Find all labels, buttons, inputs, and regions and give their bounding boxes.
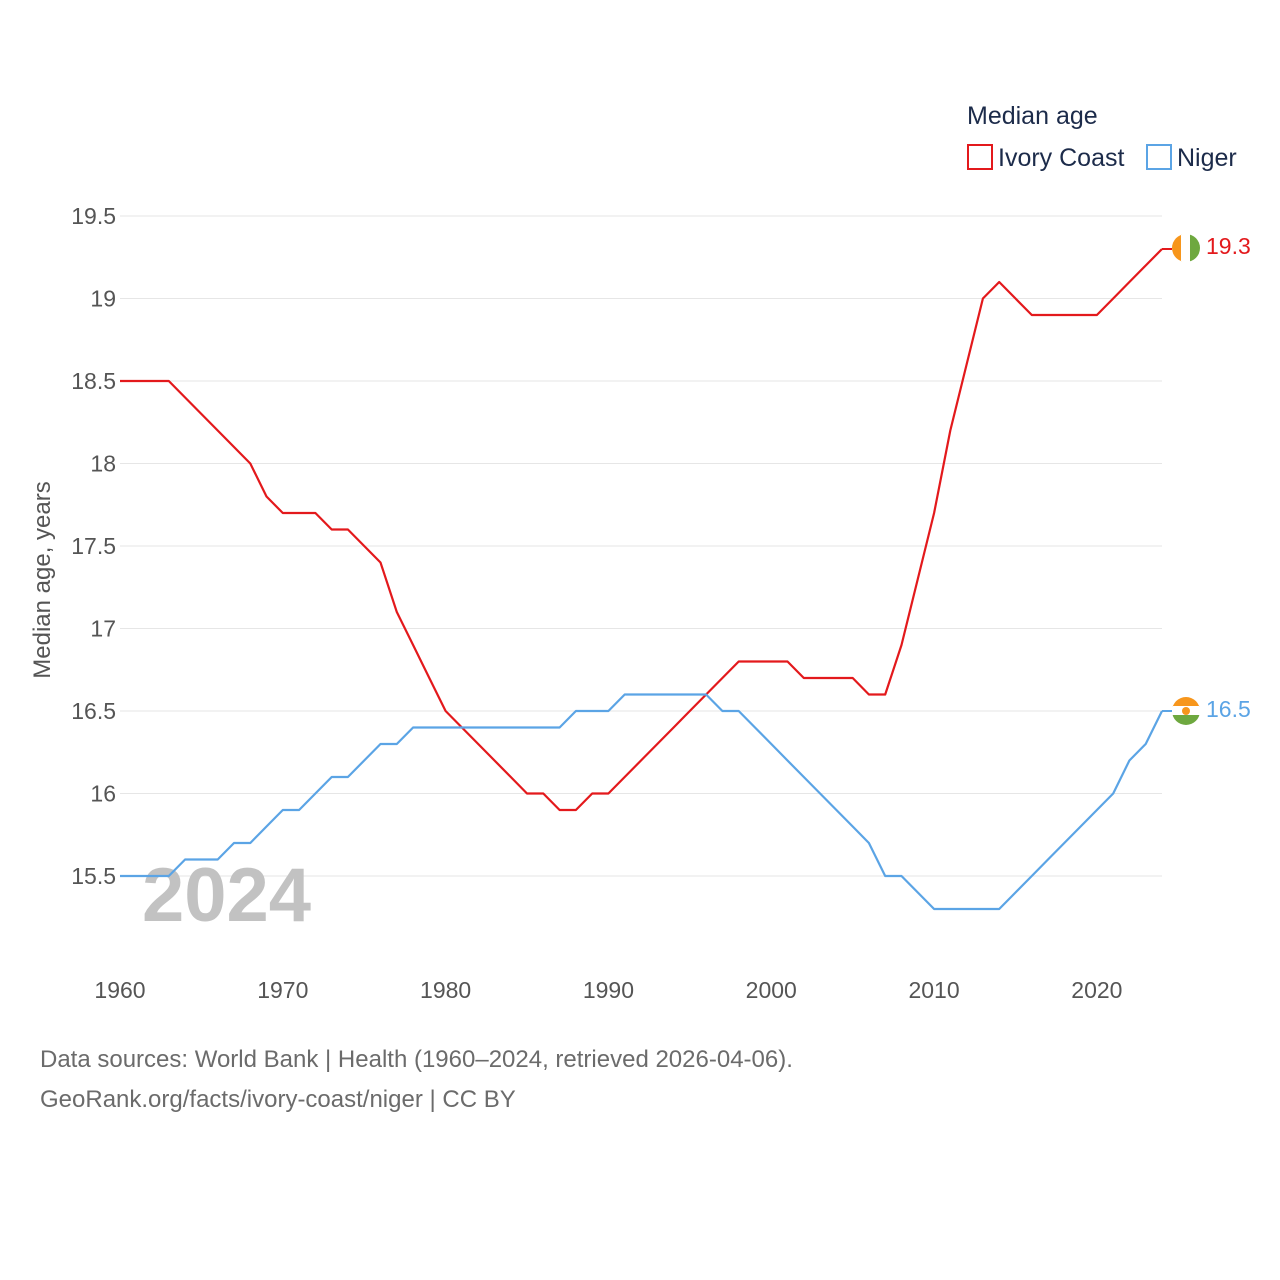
attribution-link[interactable]: GeoRank.org/facts/ivory-coast/niger | CC…: [40, 1086, 516, 1113]
ivory-coast-flag-icon: [1172, 234, 1200, 262]
footer: Data sources: World Bank | Health (1960–…: [40, 1040, 793, 1120]
y-tick-label: 18.5: [71, 368, 116, 394]
grid-lines: [120, 215, 1162, 877]
series-lines: [120, 248, 1172, 911]
y-tick-label: 19.5: [71, 203, 116, 229]
x-tick-label: 2020: [1071, 977, 1122, 1003]
legend-swatch-niger: [1146, 144, 1172, 170]
legend-item-ivory-coast[interactable]: Ivory Coast: [967, 144, 1124, 172]
y-axis-title: Median age, years: [29, 481, 56, 678]
x-axis-ticks: 1960 1970 1980 1990 2000 2010 2020: [94, 977, 1122, 1003]
y-tick-label: 16: [90, 781, 116, 807]
niger-flag-icon: [1172, 697, 1200, 725]
y-axis-ticks: 15.5 16 16.5 17 17.5 18 18.5 19 19.5: [71, 203, 116, 889]
x-tick-label: 2010: [908, 977, 959, 1003]
y-tick-label: 17.5: [71, 533, 116, 559]
year-watermark: 2024: [142, 853, 311, 938]
end-label-ivory-coast: 19.3: [1206, 233, 1251, 259]
x-tick-label: 1960: [94, 977, 145, 1003]
data-source-note: Data sources: World Bank | Health (1960–…: [40, 1046, 793, 1073]
x-tick-label: 2000: [746, 977, 797, 1003]
x-tick-label: 1980: [420, 977, 471, 1003]
y-tick-label: 15.5: [71, 863, 116, 889]
legend-swatch-ivory-coast: [967, 144, 993, 170]
series-line-ivory-coast[interactable]: [120, 248, 1163, 812]
y-tick-label: 19: [90, 286, 116, 312]
y-tick-label: 16.5: [71, 698, 116, 724]
x-tick-label: 1990: [583, 977, 634, 1003]
x-tick-label: 1970: [257, 977, 308, 1003]
y-tick-label: 17: [90, 616, 116, 642]
legend-item-niger[interactable]: Niger: [1146, 144, 1237, 172]
series-line-niger[interactable]: [120, 693, 1163, 911]
legend-label-niger: Niger: [1177, 144, 1237, 172]
end-label-niger: 16.5: [1206, 696, 1251, 722]
legend-label-ivory-coast: Ivory Coast: [998, 144, 1124, 172]
legend-title: Median age: [967, 102, 1098, 130]
y-tick-label: 18: [90, 451, 116, 477]
line-chart: 15.5 16 16.5 17 17.5 18 18.5 19 19.5 1960 1970 198…: [29, 102, 1251, 1003]
legend: Median age Ivory Coast Niger: [967, 102, 1237, 172]
